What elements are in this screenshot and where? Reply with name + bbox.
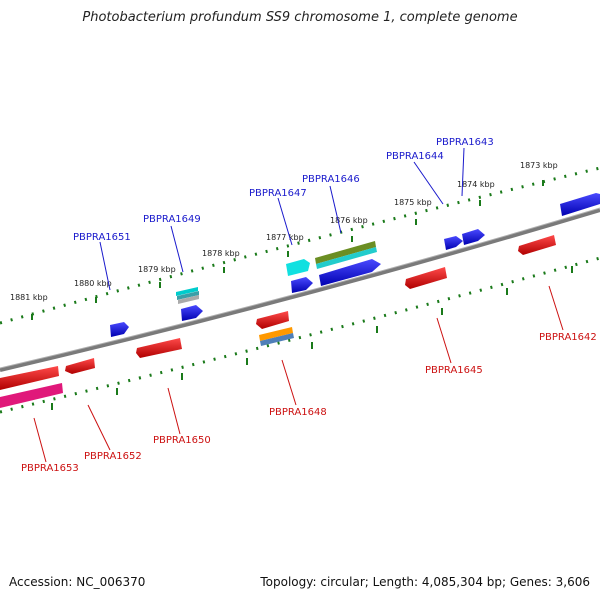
genome-backbone [0,208,600,372]
gene-arrow-red [0,366,59,390]
gene-arrow-blue [110,322,129,337]
gene-arrow-pink [0,383,63,408]
gene-label: PBPRA1652 [84,451,142,462]
ruler-label: 1880 kbp [74,279,112,288]
ruler-labels: 1881 kbp 1880 kbp 1879 kbp 1878 kbp 1877… [10,161,558,302]
gene-bar-gray [178,295,199,304]
gene-label: PBPRA1649 [143,214,201,225]
ruler-label: 1877 kbp [266,233,304,242]
gene-bar-steelblue [260,333,294,346]
gene-label: PBPRA1646 [302,174,360,185]
gene-bar-cyan [176,287,198,296]
gene-arrow-red [518,235,556,255]
gene-arrow-red [256,311,289,329]
gene-arrow-blue [181,305,203,321]
gene-label: PBPRA1648 [269,407,327,418]
gene-label: PBPRA1647 [249,188,307,199]
gene-bar-teal [177,291,199,300]
ruler-label: 1874 kbp [457,180,495,189]
accession-label: Accession: NC_006370 [9,575,146,589]
gene-label: PBPRA1643 [436,137,494,148]
gene-arrow-blue [560,193,600,216]
gene-arrow-blue [319,259,381,286]
ruler-label: 1881 kbp [10,293,48,302]
gene-arrow-red [65,358,95,374]
gene-arrow-red [136,338,182,358]
gene-arrow-blue [444,236,463,250]
gene-arrow-blue [291,277,313,293]
gene-bar-olive [315,241,376,264]
gene-label: PBPRA1653 [21,463,79,474]
gene-arrow-red [405,267,447,289]
label-leaders [33,147,564,463]
outer-ruler-major-ticks [31,180,544,320]
gene-bar-cyan [316,247,377,269]
gene-label: PBPRA1642 [539,332,597,343]
gene-label: PBPRA1651 [73,232,131,243]
plus-strand-genes [110,193,600,337]
ruler-label: 1878 kbp [202,249,240,258]
gene-arrow-blue [462,229,485,245]
minus-gene-labels: PBPRA1653 PBPRA1652 PBPRA1650 PBPRA1648 … [21,332,597,474]
ruler-label: 1875 kbp [394,198,432,207]
inner-ruler [0,256,600,414]
inner-ruler-major-ticks [51,266,573,410]
ruler-label: 1879 kbp [138,265,176,274]
gene-label: PBPRA1645 [425,365,483,376]
ruler-label: 1873 kbp [520,161,558,170]
minus-strand-genes [0,235,556,408]
gene-label: PBPRA1644 [386,151,444,162]
gene-label: PBPRA1650 [153,435,211,446]
plus-gene-labels: PBPRA1651 PBPRA1649 PBPRA1647 PBPRA1646 … [73,137,494,243]
gene-arrow-cyan [286,259,310,276]
diagram-title: Photobacterium profundum SS9 chromosome … [82,10,518,25]
gene-bar-orange [259,327,293,341]
topology-label: Topology: circular; Length: 4,085,304 bp… [260,575,590,589]
ruler-label: 1876 kbp [330,216,368,225]
